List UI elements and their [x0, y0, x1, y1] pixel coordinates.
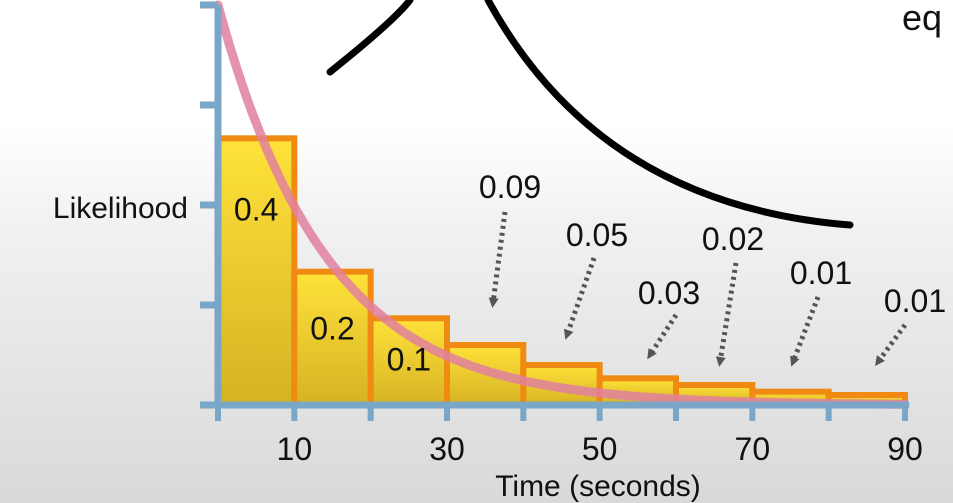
- bar-value-label-2: 0.1: [387, 341, 431, 377]
- x-tick-label-50: 50: [582, 431, 618, 467]
- x-tick-label-10: 10: [277, 431, 313, 467]
- bar-value-label-8: 0.01: [884, 283, 946, 319]
- x-axis-label: Time (seconds): [495, 470, 701, 503]
- value-arrow-8: [875, 323, 908, 367]
- annotation-arc: [326, 0, 854, 229]
- bar-value-label-0: 0.4: [234, 191, 278, 227]
- value-arrow-4: [563, 257, 597, 340]
- x-tick-label-90: 90: [887, 431, 923, 467]
- bar-value-label-7: 0.01: [790, 255, 852, 291]
- bar-value-label-3: 0.09: [479, 169, 541, 205]
- value-arrow-7: [790, 296, 821, 367]
- bar-value-label-1: 0.2: [310, 311, 354, 347]
- x-tick-label-70: 70: [735, 431, 771, 467]
- value-arrow-6: [715, 262, 739, 367]
- axes: [200, 1, 909, 421]
- x-tick-labels: 10 30 50 70 90: [277, 431, 923, 467]
- bar-value-label-4: 0.05: [566, 217, 628, 253]
- value-arrow-3: [488, 211, 508, 308]
- bar-value-label-6: 0.02: [702, 221, 764, 257]
- y-axis-label: Likelihood: [53, 192, 188, 225]
- bar-value-label-5: 0.03: [638, 275, 700, 311]
- x-tick-label-30: 30: [429, 431, 465, 467]
- bar-value-labels: 0.4 0.2 0.1 0.09 0.05 0.030.02 0.01 0.01: [234, 169, 946, 377]
- value-arrow-5: [647, 313, 679, 360]
- partial-heading-text: eq: [902, 0, 942, 38]
